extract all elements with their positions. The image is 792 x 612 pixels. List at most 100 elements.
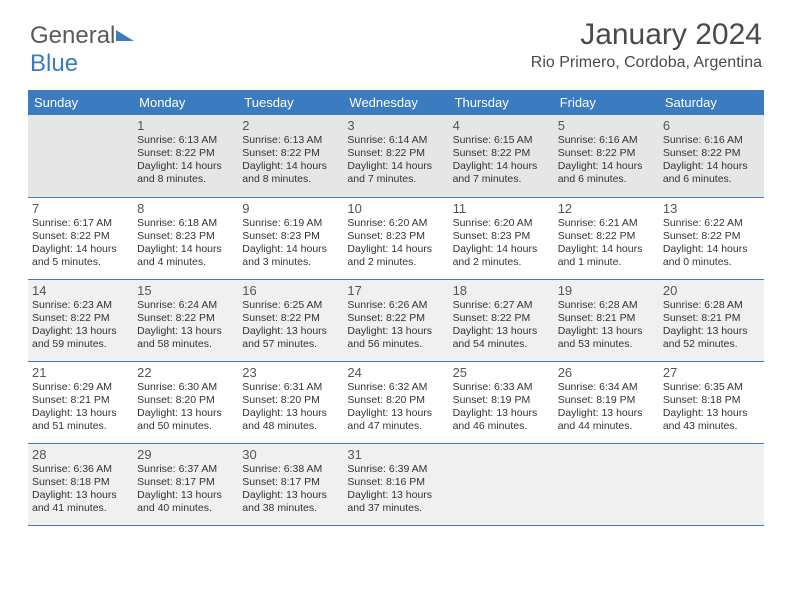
day-header: Thursday (449, 90, 554, 115)
sunset-line: Sunset: 8:20 PM (242, 394, 320, 406)
day-number: 18 (453, 283, 550, 298)
sunset-line: Sunset: 8:18 PM (32, 476, 110, 488)
day-info: Sunrise: 6:38 AMSunset: 8:17 PMDaylight:… (242, 463, 339, 516)
calendar-day-cell: 26Sunrise: 6:34 AMSunset: 8:19 PMDayligh… (554, 361, 659, 443)
day-number: 25 (453, 365, 550, 380)
daylight-line: Daylight: 14 hours and 1 minute. (558, 243, 643, 268)
daylight-line: Daylight: 13 hours and 58 minutes. (137, 325, 222, 350)
calendar-day-cell (28, 115, 133, 197)
daylight-line: Daylight: 14 hours and 2 minutes. (347, 243, 432, 268)
day-number: 7 (32, 201, 129, 216)
sunset-line: Sunset: 8:22 PM (347, 312, 425, 324)
daylight-line: Daylight: 13 hours and 40 minutes. (137, 489, 222, 514)
sunset-line: Sunset: 8:18 PM (663, 394, 741, 406)
daylight-line: Daylight: 13 hours and 38 minutes. (242, 489, 327, 514)
sunrise-line: Sunrise: 6:23 AM (32, 299, 112, 311)
calendar-day-cell: 17Sunrise: 6:26 AMSunset: 8:22 PMDayligh… (343, 279, 448, 361)
day-info: Sunrise: 6:33 AMSunset: 8:19 PMDaylight:… (453, 381, 550, 434)
day-info: Sunrise: 6:20 AMSunset: 8:23 PMDaylight:… (347, 217, 444, 270)
day-info: Sunrise: 6:19 AMSunset: 8:23 PMDaylight:… (242, 217, 339, 270)
title-block: January 2024 Rio Primero, Cordoba, Argen… (531, 18, 762, 72)
sunset-line: Sunset: 8:21 PM (663, 312, 741, 324)
sunrise-line: Sunrise: 6:14 AM (347, 134, 427, 146)
calendar: Sunday Monday Tuesday Wednesday Thursday… (28, 90, 764, 526)
daylight-line: Daylight: 13 hours and 56 minutes. (347, 325, 432, 350)
calendar-day-cell: 12Sunrise: 6:21 AMSunset: 8:22 PMDayligh… (554, 197, 659, 279)
sunrise-line: Sunrise: 6:28 AM (663, 299, 743, 311)
sunrise-line: Sunrise: 6:32 AM (347, 381, 427, 393)
sunrise-line: Sunrise: 6:21 AM (558, 217, 638, 229)
calendar-day-cell: 15Sunrise: 6:24 AMSunset: 8:22 PMDayligh… (133, 279, 238, 361)
sunset-line: Sunset: 8:17 PM (242, 476, 320, 488)
day-info: Sunrise: 6:20 AMSunset: 8:23 PMDaylight:… (453, 217, 550, 270)
daylight-line: Daylight: 14 hours and 8 minutes. (242, 160, 327, 185)
daylight-line: Daylight: 13 hours and 44 minutes. (558, 407, 643, 432)
day-number: 26 (558, 365, 655, 380)
calendar-day-cell: 25Sunrise: 6:33 AMSunset: 8:19 PMDayligh… (449, 361, 554, 443)
sunrise-line: Sunrise: 6:37 AM (137, 463, 217, 475)
day-info: Sunrise: 6:36 AMSunset: 8:18 PMDaylight:… (32, 463, 129, 516)
sunset-line: Sunset: 8:22 PM (558, 147, 636, 159)
day-info: Sunrise: 6:34 AMSunset: 8:19 PMDaylight:… (558, 381, 655, 434)
daylight-line: Daylight: 14 hours and 5 minutes. (32, 243, 117, 268)
daylight-line: Daylight: 13 hours and 41 minutes. (32, 489, 117, 514)
calendar-day-cell: 31Sunrise: 6:39 AMSunset: 8:16 PMDayligh… (343, 443, 448, 525)
day-number: 13 (663, 201, 760, 216)
sunrise-line: Sunrise: 6:13 AM (137, 134, 217, 146)
calendar-day-cell: 1Sunrise: 6:13 AMSunset: 8:22 PMDaylight… (133, 115, 238, 197)
daylight-line: Daylight: 13 hours and 47 minutes. (347, 407, 432, 432)
day-info: Sunrise: 6:16 AMSunset: 8:22 PMDaylight:… (663, 134, 760, 187)
day-info: Sunrise: 6:31 AMSunset: 8:20 PMDaylight:… (242, 381, 339, 434)
sunrise-line: Sunrise: 6:20 AM (347, 217, 427, 229)
sunrise-line: Sunrise: 6:20 AM (453, 217, 533, 229)
sunrise-line: Sunrise: 6:25 AM (242, 299, 322, 311)
sunset-line: Sunset: 8:21 PM (32, 394, 110, 406)
day-number: 1 (137, 118, 234, 133)
day-header: Monday (133, 90, 238, 115)
daylight-line: Daylight: 13 hours and 48 minutes. (242, 407, 327, 432)
day-number: 2 (242, 118, 339, 133)
day-number: 11 (453, 201, 550, 216)
calendar-day-cell: 19Sunrise: 6:28 AMSunset: 8:21 PMDayligh… (554, 279, 659, 361)
day-info: Sunrise: 6:16 AMSunset: 8:22 PMDaylight:… (558, 134, 655, 187)
sunset-line: Sunset: 8:23 PM (137, 230, 215, 242)
sunset-line: Sunset: 8:21 PM (558, 312, 636, 324)
daylight-line: Daylight: 13 hours and 50 minutes. (137, 407, 222, 432)
sunrise-line: Sunrise: 6:38 AM (242, 463, 322, 475)
calendar-day-cell: 6Sunrise: 6:16 AMSunset: 8:22 PMDaylight… (659, 115, 764, 197)
sunset-line: Sunset: 8:22 PM (32, 312, 110, 324)
day-number: 20 (663, 283, 760, 298)
day-info: Sunrise: 6:39 AMSunset: 8:16 PMDaylight:… (347, 463, 444, 516)
sunrise-line: Sunrise: 6:19 AM (242, 217, 322, 229)
day-number: 29 (137, 447, 234, 462)
calendar-day-cell: 16Sunrise: 6:25 AMSunset: 8:22 PMDayligh… (238, 279, 343, 361)
daylight-line: Daylight: 14 hours and 6 minutes. (663, 160, 748, 185)
sunrise-line: Sunrise: 6:15 AM (453, 134, 533, 146)
sunrise-line: Sunrise: 6:34 AM (558, 381, 638, 393)
day-info: Sunrise: 6:17 AMSunset: 8:22 PMDaylight:… (32, 217, 129, 270)
sunrise-line: Sunrise: 6:26 AM (347, 299, 427, 311)
day-header: Tuesday (238, 90, 343, 115)
daylight-line: Daylight: 13 hours and 57 minutes. (242, 325, 327, 350)
sunset-line: Sunset: 8:22 PM (663, 147, 741, 159)
sunset-line: Sunset: 8:22 PM (137, 147, 215, 159)
day-number: 4 (453, 118, 550, 133)
sunrise-line: Sunrise: 6:28 AM (558, 299, 638, 311)
sunset-line: Sunset: 8:22 PM (242, 312, 320, 324)
day-number: 30 (242, 447, 339, 462)
sunrise-line: Sunrise: 6:16 AM (663, 134, 743, 146)
calendar-day-cell: 9Sunrise: 6:19 AMSunset: 8:23 PMDaylight… (238, 197, 343, 279)
sunrise-line: Sunrise: 6:22 AM (663, 217, 743, 229)
day-info: Sunrise: 6:37 AMSunset: 8:17 PMDaylight:… (137, 463, 234, 516)
day-number: 27 (663, 365, 760, 380)
day-info: Sunrise: 6:22 AMSunset: 8:22 PMDaylight:… (663, 217, 760, 270)
sunset-line: Sunset: 8:22 PM (32, 230, 110, 242)
calendar-day-cell: 8Sunrise: 6:18 AMSunset: 8:23 PMDaylight… (133, 197, 238, 279)
day-header: Saturday (659, 90, 764, 115)
calendar-week-row: 7Sunrise: 6:17 AMSunset: 8:22 PMDaylight… (28, 197, 764, 279)
day-number: 19 (558, 283, 655, 298)
sunset-line: Sunset: 8:22 PM (453, 312, 531, 324)
day-number: 9 (242, 201, 339, 216)
page-title: January 2024 (531, 18, 762, 52)
calendar-day-cell: 29Sunrise: 6:37 AMSunset: 8:17 PMDayligh… (133, 443, 238, 525)
